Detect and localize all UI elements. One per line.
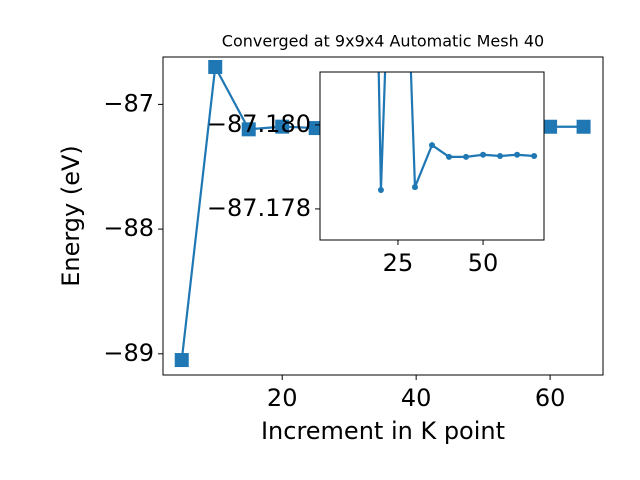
x-tick-label: 50 (468, 249, 499, 277)
marker (241, 122, 256, 137)
marker (543, 119, 558, 134)
x-tick-label: 60 (535, 384, 566, 412)
marker (514, 151, 521, 158)
marker (531, 153, 538, 159)
marker (377, 187, 384, 194)
y-tick-label: −87.180 (207, 110, 311, 138)
y-tick-label: −87 (103, 89, 154, 117)
x-axis-label: Increment in K point (261, 417, 505, 445)
y-tick-label: −88 (103, 214, 154, 242)
marker (275, 119, 290, 134)
axes-frame (162, 56, 604, 376)
chart-title: Converged at 9x9x4 Automatic Mesh 40 (222, 32, 544, 51)
x-tick-label: 25 (383, 249, 414, 277)
marker (463, 153, 470, 160)
marker (411, 184, 418, 191)
x-tick-label: 20 (267, 384, 298, 412)
marker (208, 59, 223, 74)
plot-content (377, 72, 538, 194)
axes-frame (319, 71, 545, 241)
marker (174, 353, 189, 368)
marker (480, 151, 487, 158)
y-axis-label: Energy (eV) (57, 145, 85, 287)
marker (497, 153, 504, 159)
y-tick-label: −87.178 (207, 194, 311, 222)
marker (446, 153, 453, 160)
marker (576, 119, 591, 134)
x-tick-label: 40 (401, 384, 432, 412)
y-tick-label: −89 (103, 339, 154, 367)
marker (429, 142, 435, 149)
